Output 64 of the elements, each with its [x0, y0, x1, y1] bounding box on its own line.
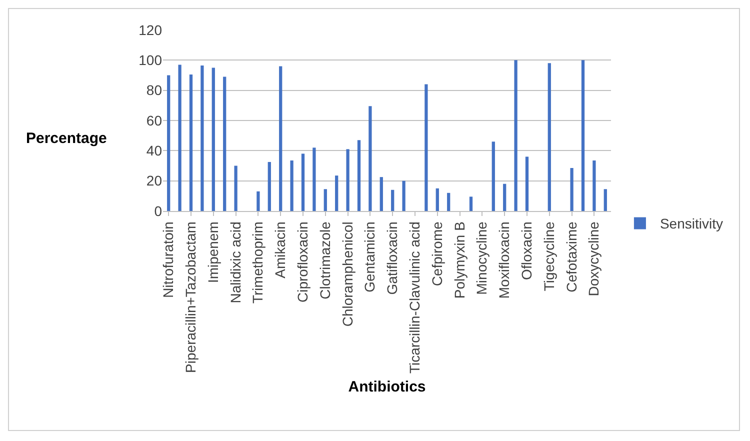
bar	[357, 140, 361, 211]
bar	[380, 177, 383, 211]
bar	[223, 76, 226, 211]
bar	[402, 180, 406, 211]
legend-label: Sensitivity	[660, 216, 723, 232]
bar	[447, 192, 450, 211]
y-tick-label: 20	[146, 172, 162, 189]
bar	[256, 191, 260, 211]
bar	[279, 66, 282, 211]
y-tick-label: 120	[138, 22, 162, 38]
bar	[604, 189, 607, 211]
bar	[368, 106, 372, 211]
bar	[178, 64, 182, 211]
bar	[492, 142, 495, 211]
x-tick-label: Cefpirome	[428, 221, 445, 286]
bar	[200, 65, 204, 211]
x-tick-label: Imipenem	[204, 222, 221, 284]
bar	[189, 74, 193, 211]
bar	[469, 196, 473, 211]
x-tick-label: Nitrofuratoin	[160, 222, 176, 298]
bar	[436, 188, 439, 211]
x-tick-label: Ciprofloxacin	[294, 222, 311, 303]
bar	[570, 168, 574, 211]
y-tick-label: 60	[146, 112, 162, 128]
x-tick-label: Chloramphenicol	[339, 222, 356, 327]
bar	[268, 162, 271, 211]
bar	[335, 176, 338, 211]
x-tick-label: Ticarcillin-Clavulinic acid	[406, 222, 423, 374]
x-tick-label: Moxifloxacin	[496, 222, 512, 299]
x-tick-label: Nalidixic acid	[227, 222, 244, 304]
bar	[391, 190, 394, 211]
bar	[548, 63, 551, 211]
bar	[525, 156, 529, 211]
x-tick-label: Minocycline	[474, 221, 490, 295]
x-tick-label: Trimethoprim	[250, 222, 266, 304]
x-tick-label: Amikacin	[272, 222, 288, 278]
bar	[234, 166, 238, 211]
bar	[167, 75, 170, 211]
bar	[346, 149, 350, 211]
x-tick-label: Polymyxin B	[451, 222, 468, 299]
x-axis-title: Antibiotics	[348, 378, 426, 396]
bar	[324, 189, 327, 211]
bar	[290, 160, 294, 211]
bar	[312, 148, 316, 211]
bar	[424, 84, 428, 211]
bar	[503, 184, 506, 211]
bar	[212, 68, 215, 211]
bar	[581, 60, 585, 211]
y-tick-label: 0	[154, 202, 162, 219]
x-tick-label: Doxycycline	[586, 221, 602, 296]
bar	[514, 60, 518, 211]
y-tick-label: 100	[138, 52, 162, 68]
x-tick-label: Piperacillin+Tazobactam	[182, 222, 199, 373]
x-tick-label: Cefotaxime	[563, 221, 580, 292]
x-tick-label: Ofloxacin	[518, 222, 535, 280]
y-axis-title: Percentage	[26, 130, 107, 147]
y-tick-label: 40	[146, 142, 162, 159]
x-tick-label: Gentamicin	[362, 222, 378, 292]
bar	[592, 160, 596, 211]
x-tick-label: Gatifloxacin	[384, 222, 400, 295]
y-tick-label: 80	[146, 82, 162, 98]
x-tick-label: Tigecycline	[540, 221, 557, 292]
bar	[301, 154, 305, 211]
x-tick-label: Clotrimazole	[316, 221, 333, 300]
